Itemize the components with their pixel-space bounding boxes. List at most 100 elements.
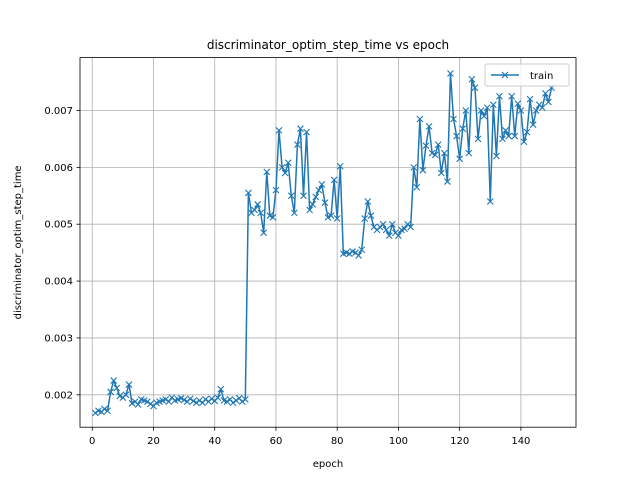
data-point-marker bbox=[483, 104, 491, 112]
x-tick-label: 20 bbox=[147, 436, 160, 447]
x-tick-label: 40 bbox=[208, 436, 221, 447]
data-point-marker bbox=[245, 189, 252, 197]
axis-ticks: 0 20 40 60 80 100 120 140 0.002 0.003 0.004 0.005 0.… bbox=[44, 106, 530, 447]
data-point-marker bbox=[502, 126, 509, 134]
x-tick-label: 80 bbox=[331, 436, 344, 447]
data-point-marker bbox=[284, 159, 292, 167]
data-point-marker bbox=[318, 181, 326, 188]
data-point-marker bbox=[346, 250, 353, 258]
data-point-marker bbox=[545, 98, 552, 106]
data-point-marker bbox=[110, 377, 118, 384]
data-point-marker bbox=[480, 112, 488, 120]
data-point-marker bbox=[382, 226, 390, 234]
data-point-marker bbox=[330, 176, 338, 184]
data-point-marker bbox=[232, 397, 240, 404]
data-point-marker bbox=[260, 229, 268, 237]
data-point-marker bbox=[514, 100, 522, 108]
data-point-marker bbox=[538, 104, 546, 112]
data-point-marker bbox=[275, 126, 283, 134]
data-point-marker bbox=[208, 395, 216, 403]
y-axis-label: discriminator_optim_step_time bbox=[13, 165, 24, 319]
data-point-marker bbox=[272, 186, 280, 194]
y-tick-label: 0.007 bbox=[44, 106, 73, 117]
data-point-marker bbox=[541, 90, 549, 97]
x-tick-label: 140 bbox=[511, 436, 530, 447]
data-point-marker bbox=[508, 92, 516, 100]
data-point-marker bbox=[293, 141, 301, 148]
data-point-marker bbox=[489, 101, 497, 109]
data-point-marker bbox=[300, 192, 307, 200]
data-point-marker bbox=[413, 183, 421, 191]
legend: train bbox=[484, 63, 570, 87]
data-point-marker bbox=[257, 209, 265, 217]
data-point-marker bbox=[312, 193, 320, 201]
data-point-marker bbox=[238, 398, 246, 406]
chart-title: discriminator_optim_step_time vs epoch bbox=[207, 38, 449, 52]
data-point-marker bbox=[444, 178, 451, 185]
data-point-marker bbox=[290, 209, 298, 217]
y-tick-label: 0.005 bbox=[44, 220, 73, 231]
series-layer bbox=[91, 70, 555, 417]
data-point-marker bbox=[229, 399, 237, 407]
data-point-marker bbox=[192, 399, 200, 407]
data-point-marker bbox=[165, 398, 173, 406]
x-tick-label: 120 bbox=[450, 436, 469, 447]
data-point-marker bbox=[468, 75, 476, 83]
data-point-marker bbox=[355, 252, 363, 259]
data-point-marker bbox=[520, 138, 528, 146]
data-point-marker bbox=[333, 215, 341, 222]
data-point-marker bbox=[263, 168, 271, 176]
data-point-marker bbox=[456, 155, 464, 163]
data-point-marker bbox=[327, 212, 335, 220]
data-point-marker bbox=[486, 198, 494, 205]
data-point-marker bbox=[416, 115, 424, 123]
data-point-marker bbox=[361, 215, 369, 222]
data-point-marker bbox=[251, 206, 258, 214]
data-point-marker bbox=[532, 107, 540, 114]
x-axis-label: epoch bbox=[313, 459, 343, 470]
data-point-marker bbox=[474, 135, 482, 143]
data-point-marker bbox=[134, 401, 142, 408]
data-point-marker bbox=[107, 388, 115, 396]
data-point-marker bbox=[186, 395, 194, 403]
legend-label-train: train bbox=[530, 71, 553, 82]
data-point-marker bbox=[419, 166, 427, 174]
data-point-marker bbox=[217, 385, 225, 393]
data-point-marker bbox=[410, 163, 418, 171]
data-point-marker bbox=[465, 149, 473, 157]
data-point-marker bbox=[517, 107, 525, 114]
data-point-marker bbox=[297, 125, 304, 133]
data-point-marker bbox=[336, 162, 344, 170]
data-point-marker bbox=[529, 121, 537, 129]
data-point-marker bbox=[281, 169, 289, 177]
data-point-marker bbox=[321, 199, 329, 206]
data-point-marker bbox=[459, 125, 467, 133]
data-point-marker bbox=[453, 132, 460, 140]
data-point-marker bbox=[450, 115, 457, 123]
data-point-marker bbox=[125, 381, 133, 388]
data-point-marker bbox=[303, 128, 310, 136]
data-point-marker bbox=[477, 107, 485, 114]
data-point-marker bbox=[526, 95, 534, 103]
data-point-marker bbox=[143, 398, 151, 406]
data-point-marker bbox=[269, 213, 277, 221]
data-point-marker bbox=[104, 407, 111, 415]
data-point-marker bbox=[91, 409, 99, 417]
legend-box bbox=[484, 63, 570, 87]
y-tick-label: 0.004 bbox=[44, 277, 73, 288]
data-point-marker bbox=[523, 128, 531, 136]
data-point-marker bbox=[471, 84, 479, 92]
data-point-marker bbox=[407, 223, 415, 231]
data-point-marker bbox=[388, 220, 396, 228]
data-point-marker bbox=[358, 246, 366, 254]
data-point-marker bbox=[287, 192, 295, 200]
data-point-marker bbox=[309, 200, 317, 208]
data-point-marker bbox=[493, 152, 500, 160]
data-point-marker bbox=[315, 186, 323, 194]
data-point-marker bbox=[440, 149, 448, 157]
data-point-marker bbox=[425, 123, 433, 130]
x-tick-label: 100 bbox=[389, 436, 408, 447]
data-point-marker bbox=[422, 142, 430, 150]
data-point-marker bbox=[401, 225, 408, 233]
